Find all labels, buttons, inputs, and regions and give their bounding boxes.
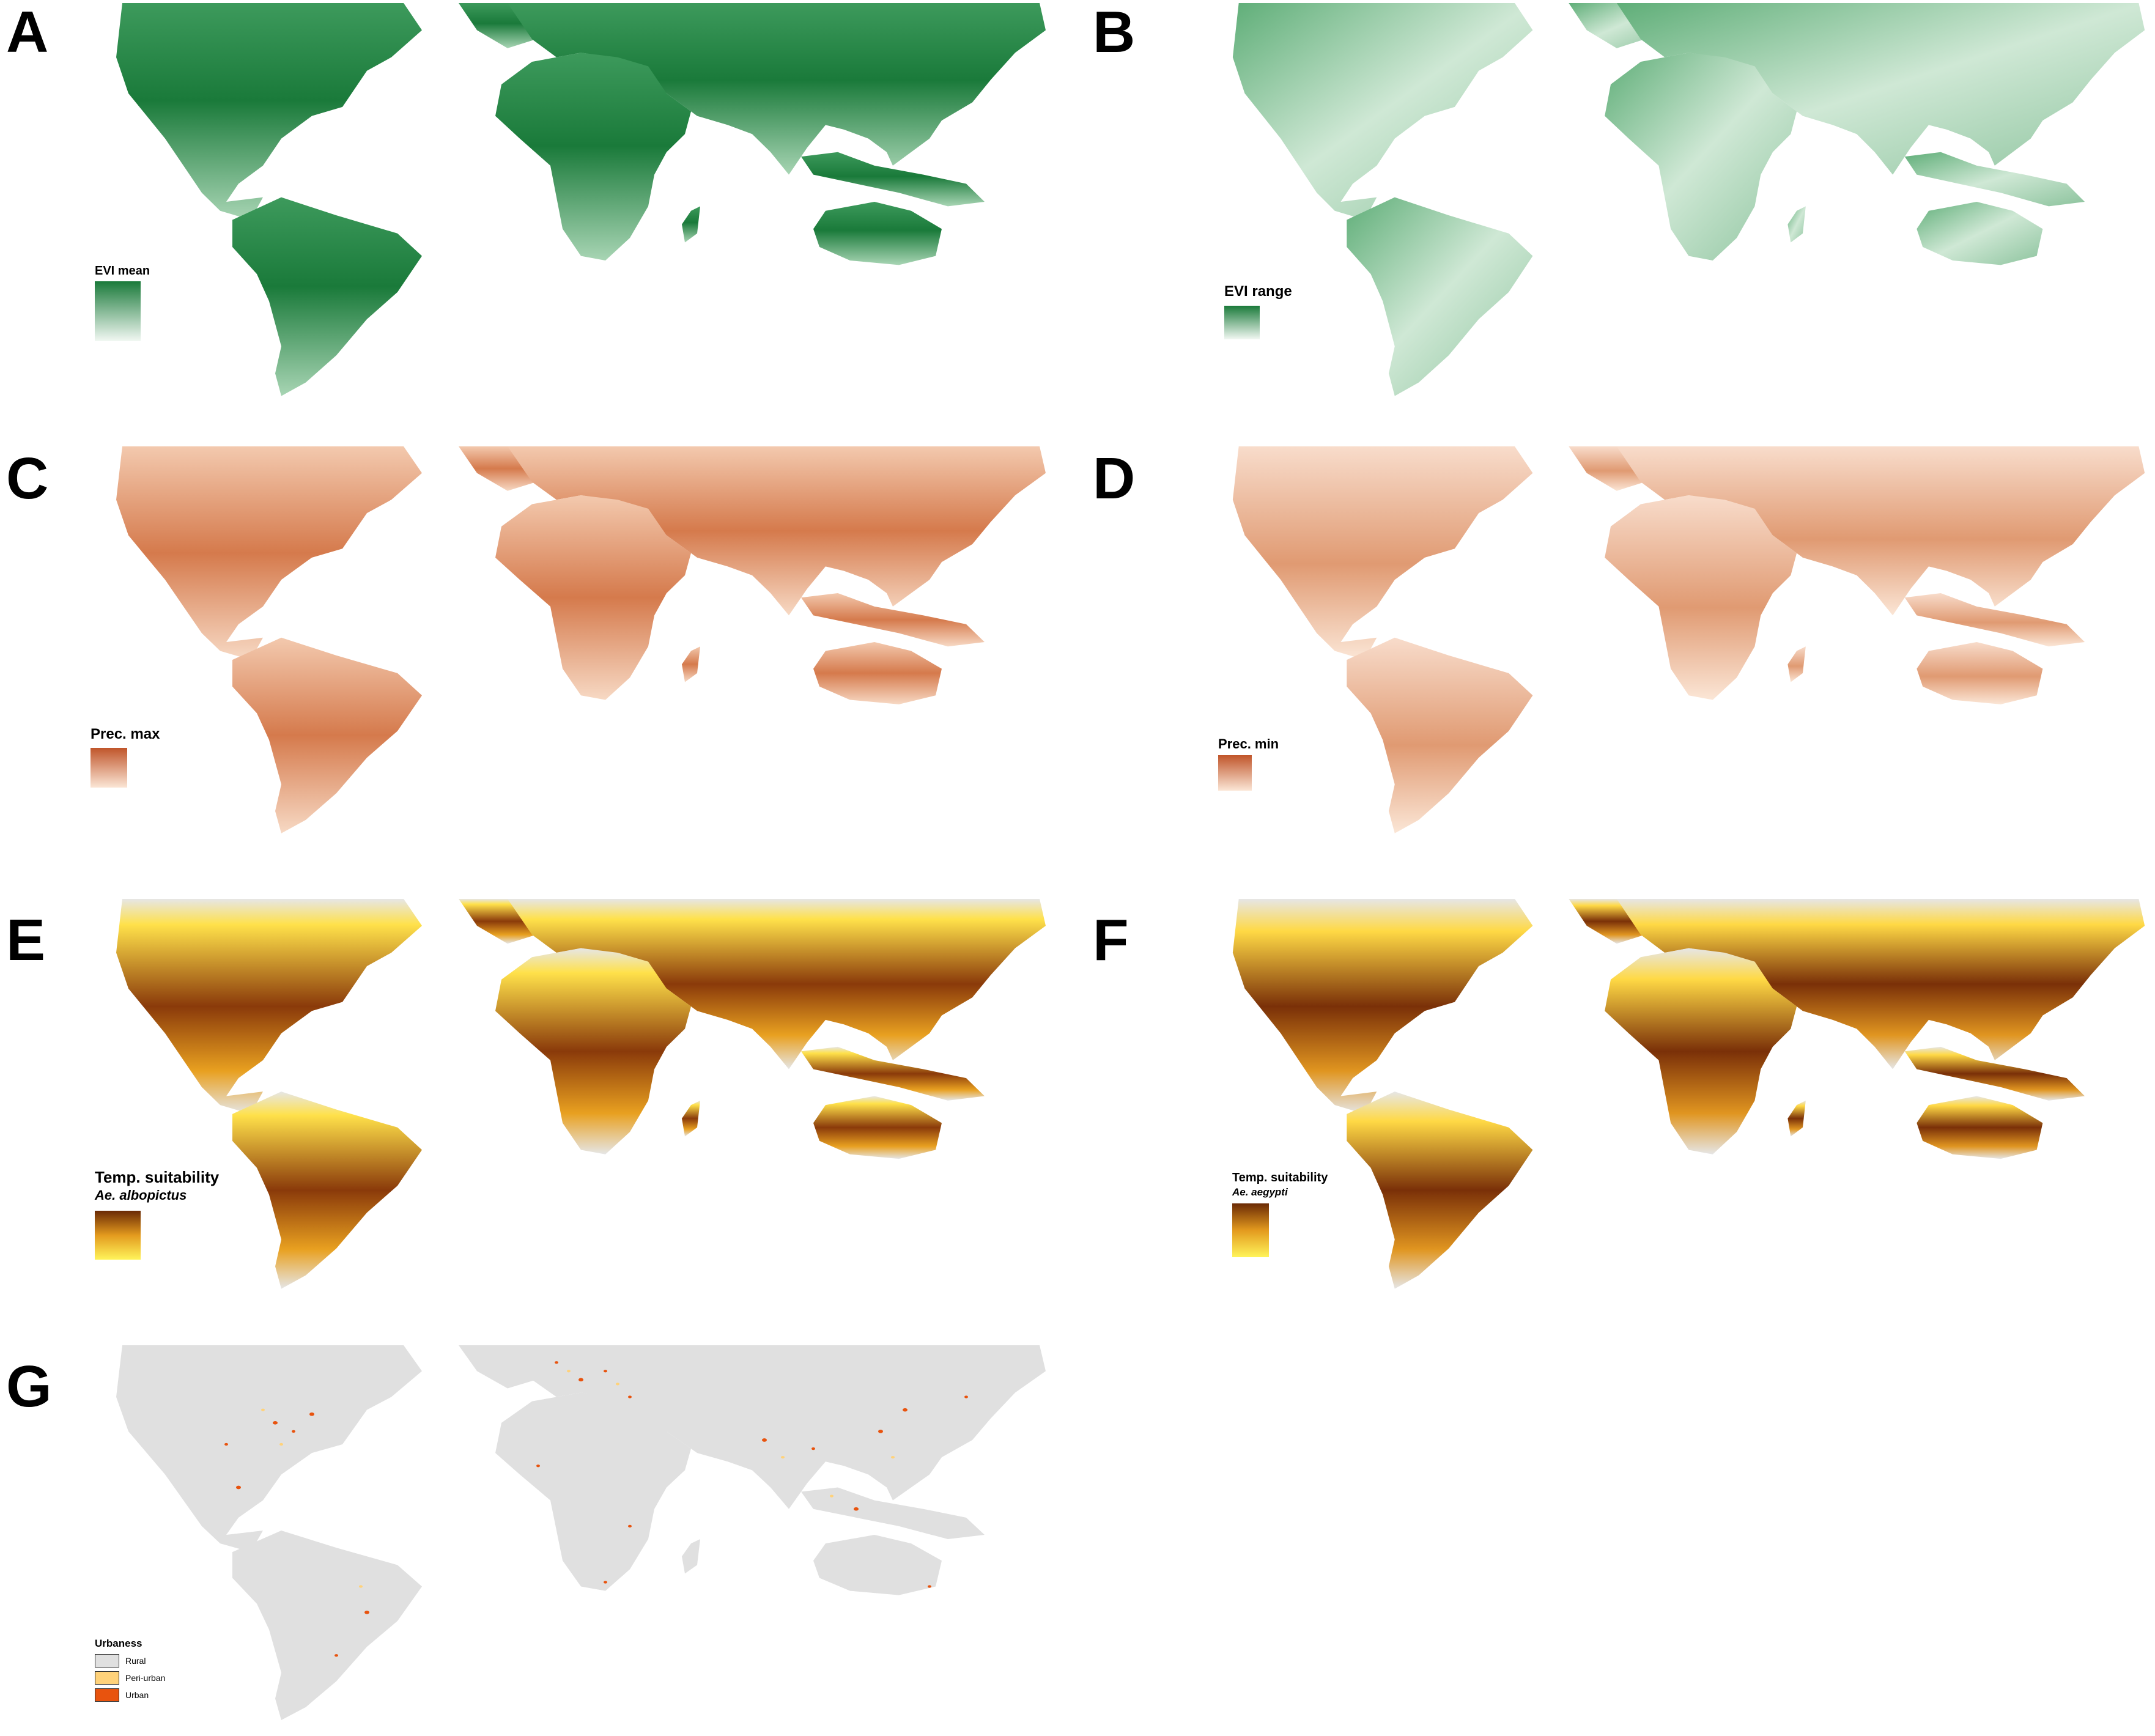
legend-title: Urbaness xyxy=(95,1638,142,1649)
legend-label: Peri-urban xyxy=(125,1673,166,1683)
panel-letter-f: F xyxy=(1093,907,1129,973)
world-map-prec-min xyxy=(1232,446,2145,833)
panel-c: C Prec. max xyxy=(0,440,1078,856)
legend-species: Ae. aegypti xyxy=(1232,1186,1288,1198)
legend-color-bar xyxy=(1224,306,1260,339)
legend-title: EVI range xyxy=(1224,283,1292,300)
legend-item-peri-urban: Peri-urban xyxy=(95,1671,165,1685)
panel-letter-b: B xyxy=(1093,0,1136,65)
peri-urban-points xyxy=(261,1370,895,1588)
world-map-evi-range xyxy=(1232,3,2145,396)
urban-points xyxy=(224,1361,968,1657)
panel-g: G Urbaness Rural Peri-urban Urban xyxy=(0,1321,1078,1736)
legend-title: Prec. min xyxy=(1218,736,1279,752)
legend-swatch-urban xyxy=(95,1688,119,1702)
panel-letter-c: C xyxy=(6,446,49,511)
legend-label: Rural xyxy=(125,1656,146,1666)
legend-color-bar xyxy=(95,281,141,341)
panel-d: D Prec. min xyxy=(1078,440,2155,856)
panel-f: F Temp. suitability Ae. aegypti xyxy=(1078,881,2155,1309)
legend-color-bar xyxy=(91,748,127,788)
legend-color-bar xyxy=(1232,1203,1269,1257)
legend-title: Temp. suitability xyxy=(95,1168,220,1186)
panel-letter-a: A xyxy=(6,0,49,65)
panel-letter-g: G xyxy=(6,1354,52,1419)
legend-swatch-peri-urban xyxy=(95,1671,119,1685)
legend-species: Ae. albopictus xyxy=(95,1187,187,1203)
legend-item-urban: Urban xyxy=(95,1688,149,1702)
legend-title: EVI mean xyxy=(95,264,150,278)
legend-item-rural: Rural xyxy=(95,1654,146,1668)
world-map-prec-max xyxy=(116,446,1046,833)
legend-color-bar xyxy=(1218,755,1252,791)
legend-title: Prec. max xyxy=(91,726,160,742)
world-map-urbaness xyxy=(116,1345,1046,1720)
panel-letter-d: D xyxy=(1093,446,1136,511)
legend-color-bar xyxy=(95,1211,141,1260)
panel-e: E Temp. suitability Ae. albopictus xyxy=(0,881,1078,1309)
panel-b: B EVI range xyxy=(1078,0,2155,428)
world-map-evi-mean xyxy=(116,3,1046,396)
legend-label: Urban xyxy=(125,1690,149,1700)
panel-a: A EVI mean xyxy=(0,0,1078,428)
legend-title: Temp. suitability xyxy=(1232,1171,1328,1184)
world-map-temp-aegypti xyxy=(1232,899,2145,1289)
panel-letter-e: E xyxy=(6,907,46,973)
world-map-temp-albopictus xyxy=(116,899,1046,1289)
legend-swatch-rural xyxy=(95,1654,119,1668)
